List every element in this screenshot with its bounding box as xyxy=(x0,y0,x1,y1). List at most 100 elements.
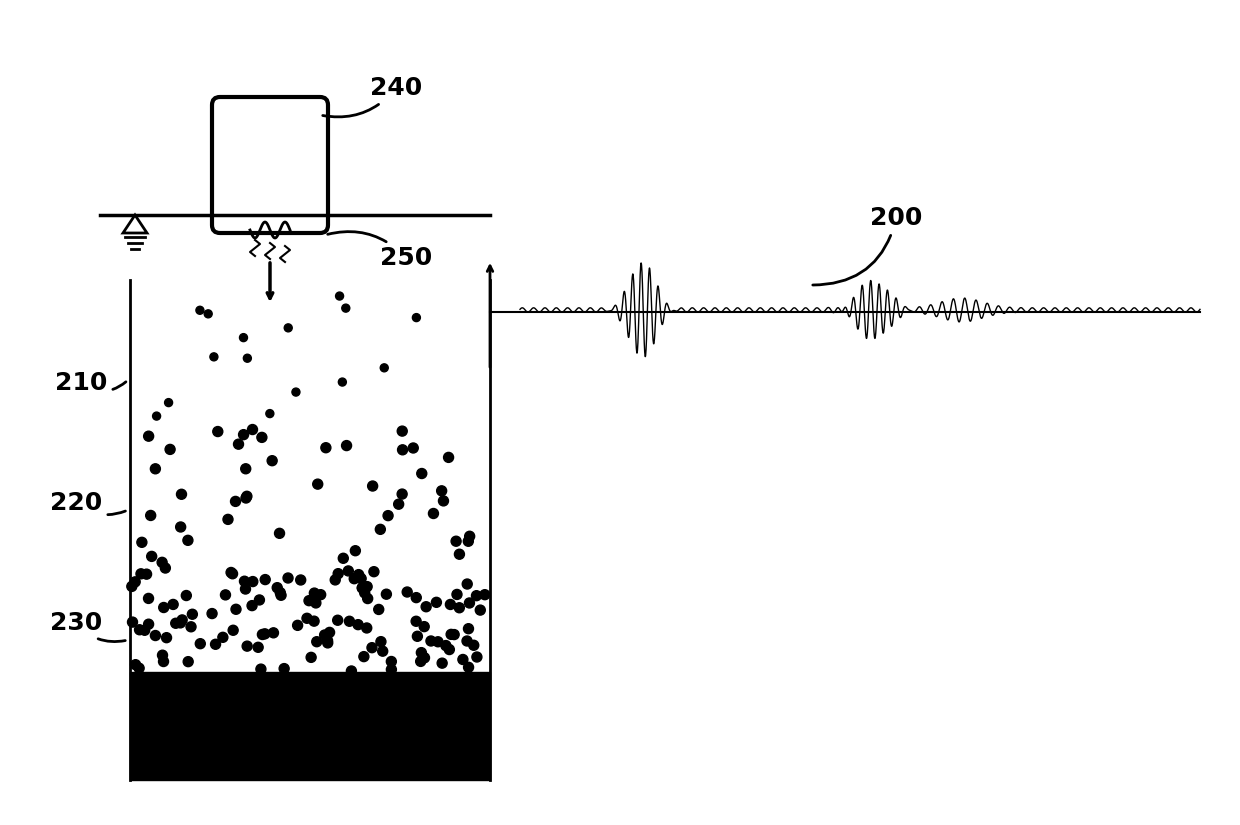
Circle shape xyxy=(176,489,186,499)
Circle shape xyxy=(432,597,441,607)
Circle shape xyxy=(351,545,361,556)
Circle shape xyxy=(184,657,193,667)
Circle shape xyxy=(346,666,356,676)
Circle shape xyxy=(169,600,179,610)
Circle shape xyxy=(343,566,353,576)
Circle shape xyxy=(398,445,408,455)
Circle shape xyxy=(339,378,346,386)
Circle shape xyxy=(383,511,393,521)
Circle shape xyxy=(381,364,388,372)
Circle shape xyxy=(159,602,169,612)
Circle shape xyxy=(277,590,286,601)
Circle shape xyxy=(144,431,154,441)
Circle shape xyxy=(130,577,140,587)
Circle shape xyxy=(480,590,490,600)
Circle shape xyxy=(393,499,404,509)
Circle shape xyxy=(243,354,252,362)
Circle shape xyxy=(322,638,332,648)
Circle shape xyxy=(413,631,423,641)
Circle shape xyxy=(303,613,312,624)
Circle shape xyxy=(397,426,407,436)
Circle shape xyxy=(144,620,154,629)
Circle shape xyxy=(181,591,191,601)
Circle shape xyxy=(238,430,248,440)
Bar xyxy=(130,672,490,780)
Circle shape xyxy=(260,574,270,585)
Circle shape xyxy=(136,537,146,547)
Circle shape xyxy=(451,589,463,600)
Circle shape xyxy=(336,292,343,300)
Circle shape xyxy=(291,388,300,396)
Circle shape xyxy=(373,605,383,615)
Circle shape xyxy=(417,469,427,478)
Circle shape xyxy=(135,625,145,634)
Circle shape xyxy=(241,464,250,474)
Circle shape xyxy=(241,493,250,503)
Circle shape xyxy=(218,632,228,643)
Circle shape xyxy=(464,624,474,634)
Circle shape xyxy=(472,652,482,662)
Circle shape xyxy=(253,643,263,653)
Circle shape xyxy=(438,658,448,668)
Circle shape xyxy=(283,573,293,583)
Circle shape xyxy=(275,587,285,597)
Circle shape xyxy=(265,409,274,417)
Circle shape xyxy=(273,582,283,592)
Circle shape xyxy=(312,479,322,489)
Circle shape xyxy=(184,535,193,545)
Circle shape xyxy=(177,615,187,625)
Circle shape xyxy=(311,637,321,647)
Circle shape xyxy=(140,625,150,635)
Circle shape xyxy=(378,646,388,656)
Circle shape xyxy=(146,551,156,561)
Circle shape xyxy=(345,616,355,626)
Circle shape xyxy=(358,652,368,662)
Circle shape xyxy=(350,573,360,584)
Circle shape xyxy=(362,582,372,592)
Circle shape xyxy=(274,528,284,539)
Text: 210: 210 xyxy=(55,371,126,395)
Circle shape xyxy=(320,630,330,640)
Circle shape xyxy=(175,618,186,628)
Circle shape xyxy=(367,643,377,653)
Circle shape xyxy=(228,625,238,635)
Circle shape xyxy=(306,653,316,662)
Circle shape xyxy=(419,653,429,662)
Circle shape xyxy=(436,486,446,496)
Circle shape xyxy=(239,576,249,587)
Circle shape xyxy=(357,583,367,593)
Circle shape xyxy=(304,596,314,606)
Circle shape xyxy=(165,398,172,407)
Circle shape xyxy=(464,662,474,672)
Circle shape xyxy=(284,324,293,332)
Circle shape xyxy=(360,588,370,598)
Circle shape xyxy=(247,601,257,610)
Circle shape xyxy=(260,629,270,639)
Circle shape xyxy=(330,575,340,585)
Circle shape xyxy=(408,443,418,453)
Circle shape xyxy=(213,427,223,436)
Circle shape xyxy=(228,568,238,579)
Circle shape xyxy=(279,663,289,673)
Circle shape xyxy=(311,598,321,608)
Circle shape xyxy=(157,558,167,568)
Circle shape xyxy=(241,584,250,594)
Circle shape xyxy=(160,563,170,573)
Circle shape xyxy=(223,514,233,525)
Circle shape xyxy=(469,640,479,650)
Text: 200: 200 xyxy=(812,206,923,285)
Circle shape xyxy=(412,592,422,602)
Circle shape xyxy=(465,531,475,541)
Circle shape xyxy=(239,333,248,342)
Circle shape xyxy=(316,590,326,600)
Circle shape xyxy=(370,567,379,577)
Circle shape xyxy=(444,452,454,462)
Circle shape xyxy=(387,657,397,667)
Circle shape xyxy=(446,629,456,639)
Circle shape xyxy=(419,621,429,632)
Circle shape xyxy=(412,616,422,626)
Text: 230: 230 xyxy=(50,611,125,642)
Circle shape xyxy=(463,636,472,646)
Circle shape xyxy=(376,637,386,647)
Circle shape xyxy=(267,455,278,465)
